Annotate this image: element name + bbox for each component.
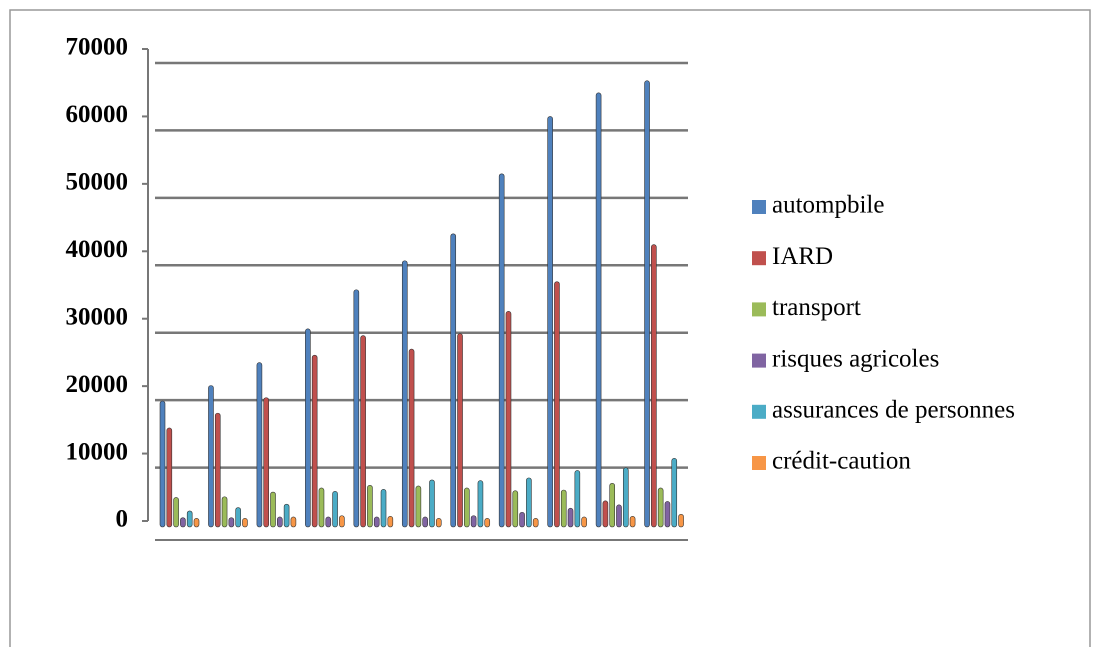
bar [484,518,491,528]
bar [664,501,671,528]
bar [360,335,366,528]
bar [477,480,484,528]
bar [242,518,248,528]
bar [505,311,512,528]
bar [208,385,214,528]
bar [429,479,435,528]
bar [450,233,457,528]
legend-label: IARD [772,243,833,270]
bar [651,244,657,528]
bar [277,516,283,528]
bar [519,511,525,528]
bar [464,487,470,528]
bar [339,515,345,528]
bar [609,482,615,528]
bar [367,484,373,528]
bar [526,477,532,528]
bar [547,116,553,528]
bar [554,281,560,528]
bar [678,513,684,528]
y-tick-label: 30000 [66,303,129,330]
bar [193,518,200,528]
bar [166,427,173,528]
bar [290,516,297,528]
bar [629,516,636,528]
bar [235,507,241,528]
bar [270,491,276,528]
bar [311,354,318,528]
bar [574,470,581,528]
y-tick-label: 70000 [66,34,129,61]
bar [415,485,422,528]
bar [644,80,650,528]
legend-label: risques agricoles [772,345,939,372]
bar [380,489,387,528]
y-tick-label: 10000 [66,438,129,465]
bar [159,400,166,528]
bar [512,490,519,528]
bar [353,289,360,528]
y-tick-label: 60000 [66,101,129,128]
bar [283,503,290,528]
bar [622,467,629,528]
legend-swatch [752,353,766,368]
frame [9,9,1091,647]
legend-label: transport [772,294,861,321]
bar [657,487,664,528]
bar [228,517,235,528]
bar [263,397,270,528]
bar [305,328,311,528]
bar [567,507,574,528]
legend-swatch [752,200,766,214]
bar [401,260,408,528]
bar [435,518,442,528]
bar [616,504,622,528]
bar [671,458,678,528]
y-tick-label: 50000 [66,169,129,196]
bar [532,518,539,528]
bar [408,348,415,528]
bar [186,510,193,528]
y-tick-label: 0 [116,506,129,533]
bar [221,496,228,528]
bar [325,516,332,528]
legend-swatch [752,302,766,317]
legend-label: assurances de personnes [772,397,1015,424]
legend-swatch [752,456,766,470]
bar [256,362,263,528]
bar [457,333,463,528]
bar [422,516,428,528]
bar [602,500,609,528]
legend-label: crédit-caution [772,448,911,475]
bar [180,517,186,528]
bar [373,516,380,528]
bar [560,489,567,528]
bar [387,516,394,528]
bar [332,491,338,528]
bar [470,515,477,528]
y-tick-label: 20000 [66,371,129,398]
bar [318,487,325,528]
bar [595,92,602,528]
legend-swatch [752,404,766,419]
y-tick-label: 40000 [66,236,129,263]
bar [581,516,587,528]
bar [498,173,505,528]
bar [173,497,179,528]
legend-label: autompbile [772,192,884,219]
legend-swatch [752,251,766,266]
bar [214,412,221,528]
